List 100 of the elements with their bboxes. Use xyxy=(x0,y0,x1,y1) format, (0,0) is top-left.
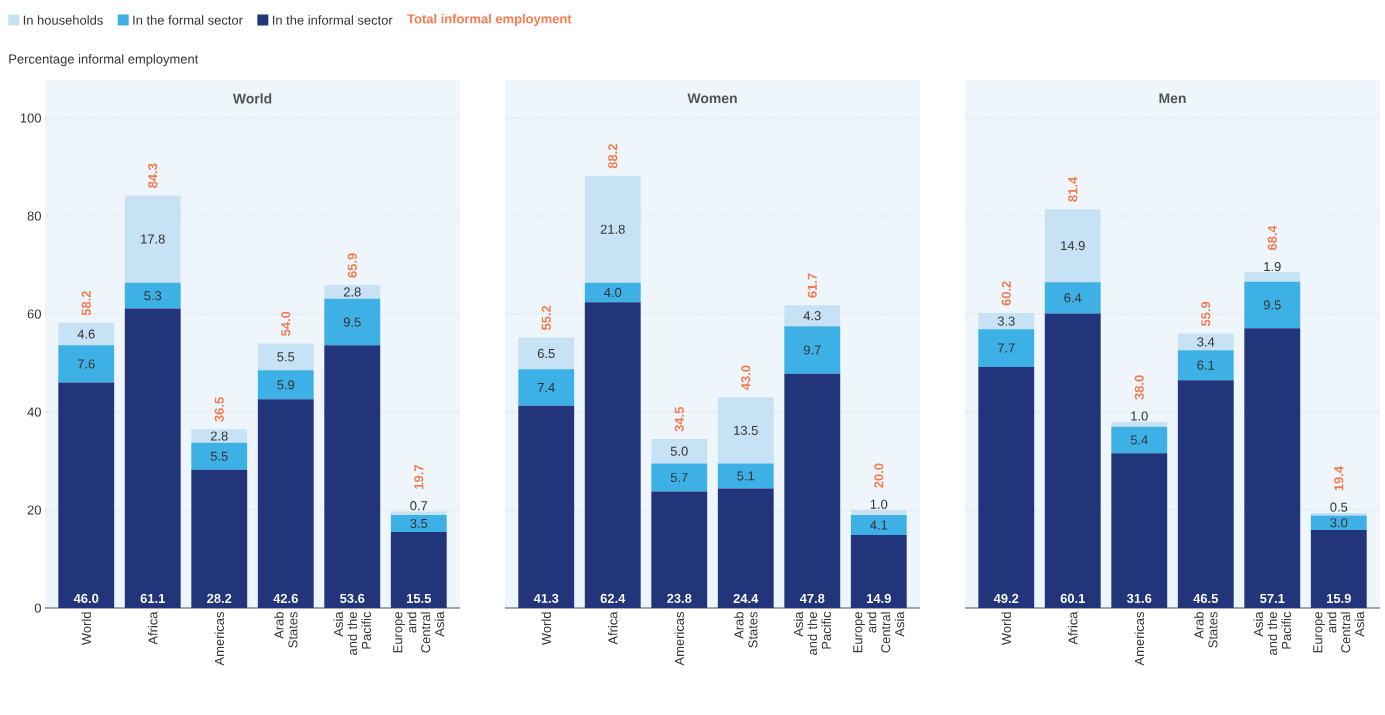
bar xyxy=(1244,272,1301,282)
data-label: 49.2 xyxy=(993,593,1019,604)
bar xyxy=(191,442,248,470)
bar xyxy=(257,370,314,400)
x-tick-label: World xyxy=(81,612,91,646)
x-tick-label: Africa xyxy=(607,611,618,645)
data-label: 5.0 xyxy=(670,446,688,456)
bar xyxy=(651,463,708,492)
data-label: 9.7 xyxy=(803,345,821,355)
data-label: 1.9 xyxy=(1264,261,1281,272)
data-label: 7.4 xyxy=(537,383,555,392)
data-label: 4.1 xyxy=(870,520,888,530)
x-tick-label: Asia and the Pacific xyxy=(793,611,831,655)
bar xyxy=(324,345,381,608)
x-tick-label: Arab States xyxy=(274,611,298,648)
legend-label: In households xyxy=(23,15,103,25)
y-tick-label: 0 xyxy=(34,603,41,613)
y-tick-label: 40 xyxy=(27,407,41,417)
data-label: 23.8 xyxy=(667,593,692,603)
bar xyxy=(58,322,115,346)
y-tick-label: 20 xyxy=(27,505,41,515)
bar xyxy=(1044,209,1101,283)
data-label: 9.5 xyxy=(1263,300,1281,310)
bar xyxy=(518,405,575,608)
chart-title: Men xyxy=(1159,93,1186,104)
x-tick-label: Americas xyxy=(674,611,685,666)
data-label: 62.4 xyxy=(600,593,626,604)
total-label: 19.7 xyxy=(414,465,424,489)
bar xyxy=(1044,282,1101,314)
bar xyxy=(1177,333,1234,351)
bar xyxy=(191,469,248,608)
bar xyxy=(717,488,774,608)
data-label: 46.0 xyxy=(73,593,99,604)
data-label: 21.8 xyxy=(600,224,625,234)
bar xyxy=(784,305,841,327)
bar xyxy=(850,510,907,515)
bar xyxy=(651,491,708,608)
x-tick-label: Asia and the Pacific xyxy=(333,611,371,655)
bar xyxy=(1177,350,1234,381)
bar xyxy=(1111,421,1168,427)
total-label: 58.2 xyxy=(81,291,91,316)
bar xyxy=(124,195,181,283)
x-tick-label: World xyxy=(1001,612,1011,646)
total-label: 36.5 xyxy=(214,397,224,422)
data-label: 53.6 xyxy=(340,593,365,603)
total-label: 61.7 xyxy=(807,273,817,298)
total-label: 34.5 xyxy=(674,407,684,432)
data-label: 14.9 xyxy=(866,593,891,604)
bar xyxy=(651,438,708,464)
bar xyxy=(1111,426,1168,454)
data-label: 17.8 xyxy=(141,234,165,244)
bar xyxy=(1044,313,1101,608)
data-label: 2.8 xyxy=(210,431,228,441)
data-label: 13.5 xyxy=(734,425,758,435)
bar xyxy=(58,345,115,383)
y-axis-title: Percentage informal employment xyxy=(9,54,199,67)
y-tick-label: 80 xyxy=(27,211,41,221)
text: Total informal employment xyxy=(407,13,572,27)
total-label: 84.3 xyxy=(148,163,158,188)
legend-label: In the informal sector xyxy=(272,15,393,25)
bar xyxy=(390,514,447,533)
data-label: 7.7 xyxy=(997,343,1015,353)
data-label: 61.1 xyxy=(140,593,165,604)
total-label: 81.4 xyxy=(1068,176,1078,202)
data-label: 5.1 xyxy=(737,471,755,481)
data-label: 6.1 xyxy=(1197,360,1215,370)
bar xyxy=(784,326,841,374)
x-tick-label: Africa xyxy=(1067,611,1078,645)
total-label: 88.2 xyxy=(608,144,618,169)
y-tick-label: 100 xyxy=(20,113,41,123)
bar xyxy=(1244,328,1301,608)
data-label: 4.6 xyxy=(77,329,95,339)
total-label: 19.4 xyxy=(1334,466,1344,491)
data-label: 4.3 xyxy=(803,311,821,321)
bar xyxy=(717,397,774,464)
data-label: 3.0 xyxy=(1330,518,1348,528)
data-label: 15.9 xyxy=(1327,593,1351,604)
bar xyxy=(584,302,641,608)
data-label: 47.8 xyxy=(799,593,825,604)
data-label: 0.5 xyxy=(1330,502,1348,512)
data-label: 1.0 xyxy=(870,499,888,509)
data-label: 5.5 xyxy=(210,451,228,461)
total-label: 43.0 xyxy=(741,365,751,391)
bar xyxy=(124,308,181,608)
x-tick-label: Arab States xyxy=(734,611,758,648)
bar xyxy=(850,534,907,608)
bar xyxy=(58,382,115,608)
bar xyxy=(978,313,1035,330)
data-label: 6.5 xyxy=(537,348,555,359)
x-tick-label: Europe and Central Asia xyxy=(1313,611,1365,653)
bar xyxy=(324,298,381,346)
bar xyxy=(978,329,1035,367)
bar xyxy=(518,337,575,370)
bar xyxy=(717,463,774,489)
total-label: 68.4 xyxy=(1267,225,1277,251)
bar xyxy=(191,429,248,443)
data-label: 2.8 xyxy=(343,287,361,297)
total-label: 60.2 xyxy=(1001,281,1011,306)
data-label: 24.4 xyxy=(733,593,759,604)
data-label: 5.9 xyxy=(277,380,295,390)
